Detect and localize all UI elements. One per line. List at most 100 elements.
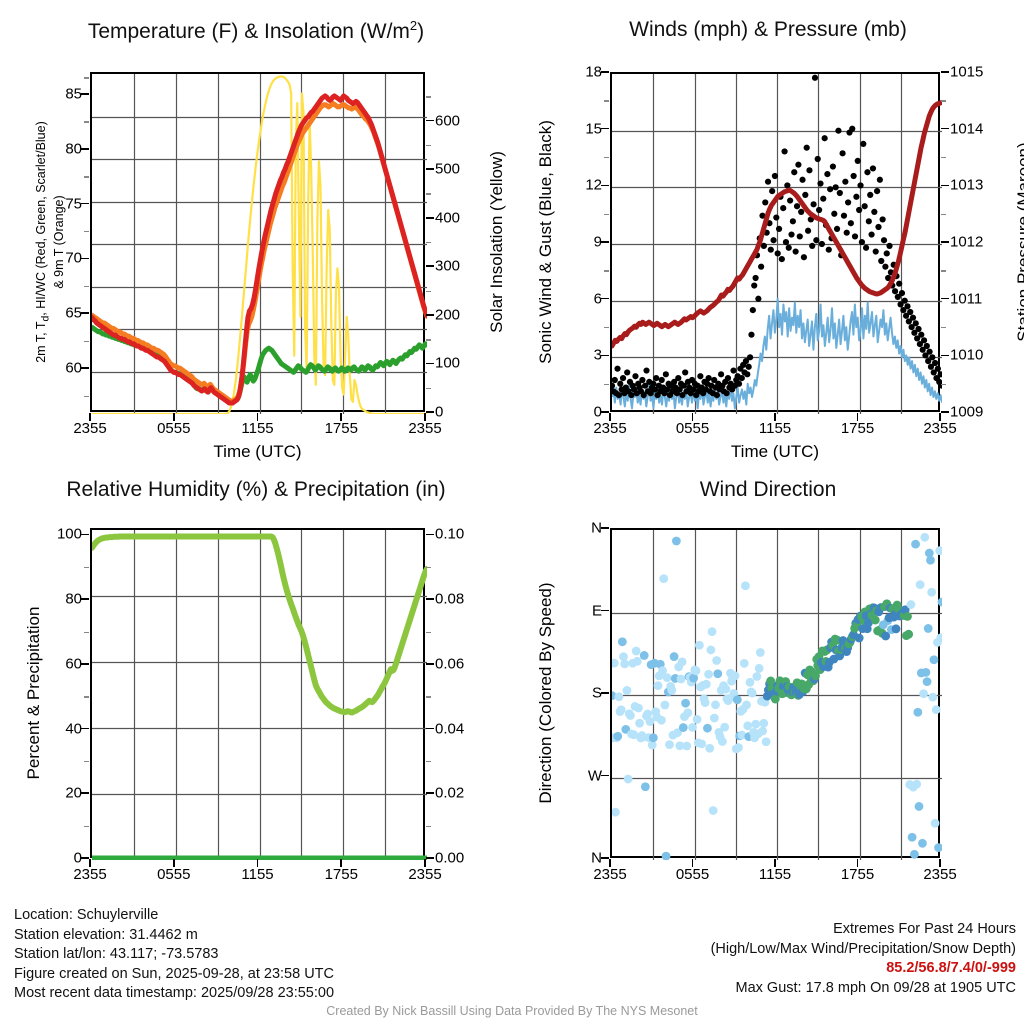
y-axis-tick-label: 70 <box>65 249 82 267</box>
y-axis-right-minor-tick <box>941 213 946 216</box>
x-axis-tick-label: 0555 <box>675 420 710 437</box>
y-axis-tick-label: 0 <box>593 403 602 421</box>
y-axis-right-tick-mark <box>941 127 949 130</box>
y-axis-right-tick-label: 1011 <box>950 290 983 308</box>
y-axis-tick-mark <box>601 71 609 73</box>
x-axis-title: Time (UTC) <box>213 442 302 461</box>
y-axis-right-minor-tick <box>426 193 431 195</box>
y-axis-right-tick-label: 500 <box>435 160 461 178</box>
y-axis-right-tick-label: 1010 <box>950 346 984 364</box>
y-axis-right-tick-label: 600 <box>435 112 461 130</box>
x-axis-tick-mark <box>424 413 426 421</box>
extremes-summary: Extremes For Past 24 Hours (High/Low/Max… <box>711 920 1016 998</box>
wind-direction-scatter <box>612 532 942 860</box>
x-axis-tick-mark <box>340 859 343 867</box>
x-axis-tick-mark <box>939 859 941 867</box>
y-axis-right-tick-label: 1014 <box>950 120 984 138</box>
y-axis-tick-label: 0 <box>73 849 82 867</box>
x-axis-tick-mark <box>172 413 175 421</box>
series-relative-humidity <box>92 533 427 716</box>
series-2m-t <box>92 93 427 406</box>
x-axis-tick-label: 2355 <box>593 420 627 437</box>
y-axis-title: 2m T, Td, HI/WC (Red, Green, Scarlet/Blu… <box>34 121 67 363</box>
x-axis-tick-mark <box>609 859 611 867</box>
series-gust-scatter <box>612 74 942 399</box>
x-axis-tick-label: 1155 <box>241 866 274 883</box>
elevation-line: Station elevation: 31.4462 m <box>14 926 198 943</box>
y-axis-tick-mark <box>81 533 89 536</box>
y-axis-right-tick-mark <box>426 533 434 536</box>
humidity-chart-title: Relative Humidity (%) & Precipitation (i… <box>66 478 446 501</box>
y-axis-right-minor-tick <box>426 387 431 390</box>
y-axis-right-tick-label: 300 <box>435 257 461 275</box>
y-axis-title: Direction (Colored By Speed) <box>536 582 555 804</box>
y-axis-right-tick-label: 0.02 <box>435 784 465 802</box>
y-axis-minor-tick <box>84 696 89 698</box>
x-axis-tick-mark <box>939 413 941 421</box>
extremes-heading: Extremes For Past 24 Hours <box>833 921 1016 937</box>
y-axis-right-tick-mark <box>426 411 434 413</box>
y-axis-right-tick-label: 1015 <box>950 63 984 81</box>
y-axis-tick-label: 60 <box>65 359 82 377</box>
y-axis-tick-label: 20 <box>65 784 82 802</box>
y-axis-tick-label: 75 <box>65 195 82 213</box>
y-axis-minor-tick <box>84 285 89 288</box>
temperature-plot-area <box>90 72 427 414</box>
y-axis-minor-tick <box>84 231 89 233</box>
y-axis-minor-tick <box>84 631 89 633</box>
y-axis-tick-mark <box>81 598 89 600</box>
y-axis-tick-label: S <box>591 684 602 702</box>
y-axis-tick-label: N <box>591 849 602 867</box>
y-axis-tick-label: 15 <box>585 120 602 138</box>
y-axis-right-title: Solar Insolation (Yellow) <box>487 151 506 333</box>
y-axis-right-tick-mark <box>426 362 434 365</box>
y-axis-tick-label: W <box>587 767 602 784</box>
temperature-chart-title: Temperature (F) & Insolation (W/m2) <box>87 18 425 43</box>
y-axis-right-minor-tick <box>941 327 946 329</box>
x-axis-tick-label: 2355 <box>408 866 442 883</box>
y-axis-tick-label: 3 <box>593 346 602 364</box>
y-axis-minor-tick <box>84 566 89 569</box>
x-axis-tick-label: 1755 <box>840 866 875 883</box>
station-metadata: Location: Schuylerville Station elevatio… <box>14 906 334 1004</box>
x-axis-tick-label: 1155 <box>241 420 274 437</box>
y-axis-right-tick-mark <box>941 71 949 73</box>
y-axis-minor-tick <box>84 395 89 397</box>
x-axis-tick-mark <box>691 859 694 867</box>
y-axis-right-minor-tick <box>426 825 431 828</box>
extremes-subheading: (High/Low/Max Wind/Precipitation/Snow De… <box>710 940 1016 957</box>
y-axis-tick-mark <box>81 312 89 315</box>
winds-plot-area <box>610 72 942 414</box>
x-axis-tick-mark <box>340 413 343 421</box>
humidity-precipitation-panel: Relative Humidity (%) & Precipitation (i… <box>0 478 512 898</box>
y-axis-tick-label: 6 <box>593 290 602 308</box>
x-axis-tick-label: 0555 <box>157 866 191 883</box>
x-axis-tick-mark <box>89 413 91 421</box>
x-axis-tick-mark <box>609 413 611 421</box>
y-axis-tick-label: 18 <box>585 63 602 81</box>
y-axis-right-minor-tick <box>426 96 431 98</box>
y-axis-minor-tick <box>84 121 89 123</box>
y-axis-right-tick-mark <box>426 663 434 665</box>
y-axis-tick-label: E <box>591 602 602 619</box>
y-axis-right-tick-label: 1009 <box>950 403 984 421</box>
x-axis-tick-label: 2355 <box>923 866 957 883</box>
winds-chart-title: Winds (mph) & Pressure (mb) <box>629 18 907 41</box>
y-axis-minor-tick <box>604 327 609 329</box>
x-axis-tick-mark <box>774 859 776 867</box>
y-axis-tick-label: 9 <box>593 233 602 251</box>
y-axis-right-tick-label: 400 <box>435 209 461 227</box>
y-axis-tick-mark <box>81 93 89 95</box>
y-axis-right-tick-label: 1012 <box>950 233 984 251</box>
x-axis-tick-label: 1755 <box>324 866 358 883</box>
y-axis-right-minor-tick <box>426 290 431 292</box>
y-axis-minor-tick <box>604 157 609 159</box>
y-axis-right-tick-mark <box>426 314 434 316</box>
y-axis-minor-tick <box>604 213 609 216</box>
x-axis-tick-mark <box>774 413 776 421</box>
x-axis-tick-label: 1155 <box>758 420 792 437</box>
y-axis-tick-label: 80 <box>65 590 82 608</box>
y-axis-tick-label: 40 <box>65 720 82 738</box>
y-axis-tick-mark <box>601 411 609 413</box>
figure-created-line: Figure created on Sun, 2025-09-28, at 23… <box>14 965 334 982</box>
